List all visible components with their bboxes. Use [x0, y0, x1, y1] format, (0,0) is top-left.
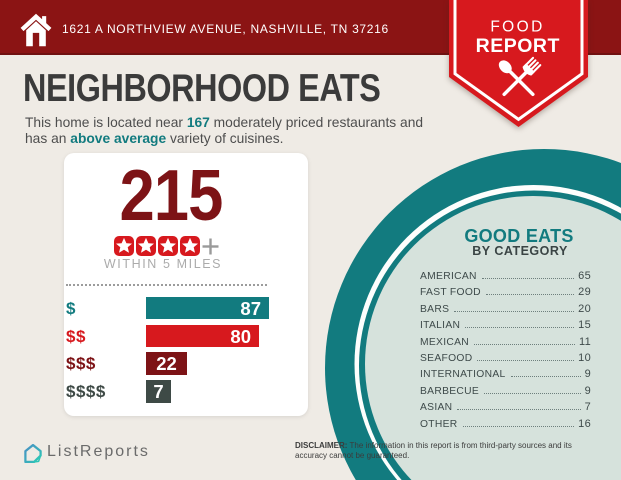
svg-text:FOOD: FOOD: [490, 19, 544, 36]
svg-text:REPORT: REPORT: [476, 35, 560, 57]
